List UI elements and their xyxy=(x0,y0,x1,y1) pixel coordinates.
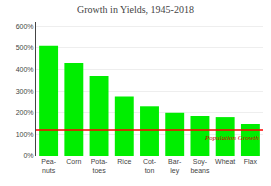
svg-text:Wheat: Wheat xyxy=(215,158,235,165)
svg-text:Growth in Yields, 1945-2018: Growth in Yields, 1945-2018 xyxy=(77,4,194,15)
svg-text:Corn: Corn xyxy=(66,158,81,165)
svg-text:Pota-toes: Pota-toes xyxy=(91,158,108,174)
svg-text:200%: 200% xyxy=(16,109,34,116)
svg-text:600%: 600% xyxy=(16,23,34,30)
svg-text:Rice: Rice xyxy=(117,158,131,165)
svg-text:500%: 500% xyxy=(16,44,34,51)
svg-text:0%: 0% xyxy=(23,152,33,159)
svg-text:Population Growth: Population Growth xyxy=(204,134,259,142)
svg-text:100%: 100% xyxy=(16,131,34,138)
svg-text:300%: 300% xyxy=(16,88,34,95)
svg-text:Bar-ley: Bar-ley xyxy=(168,158,182,175)
svg-text:Pea-nuts: Pea-nuts xyxy=(41,158,56,174)
svg-text:400%: 400% xyxy=(16,66,34,73)
svg-text:Soy-beans: Soy-beans xyxy=(190,158,210,174)
svg-text:Flax: Flax xyxy=(244,158,258,165)
svg-text:Cot-ton: Cot-ton xyxy=(143,158,157,174)
